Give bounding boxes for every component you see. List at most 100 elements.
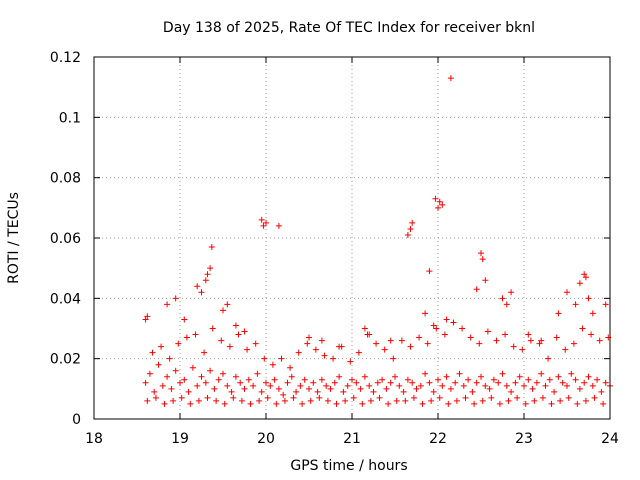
data-point <box>224 382 231 389</box>
data-point <box>521 382 527 389</box>
data-point <box>195 397 202 404</box>
data-point <box>591 394 598 401</box>
data-point <box>288 373 295 380</box>
data-point <box>499 295 506 302</box>
y-tick-label: 0.04 <box>50 291 81 307</box>
data-point <box>301 376 308 383</box>
data-point <box>536 340 543 347</box>
data-point <box>460 382 467 389</box>
data-point <box>545 355 552 362</box>
data-point <box>589 310 596 317</box>
data-point <box>353 379 360 386</box>
data-point <box>355 349 362 356</box>
data-point <box>207 265 214 272</box>
data-point <box>594 376 601 383</box>
data-point <box>602 301 609 308</box>
data-point <box>295 349 302 356</box>
data-point <box>588 331 595 338</box>
data-point <box>525 331 532 338</box>
data-point <box>392 373 398 380</box>
data-point <box>387 337 394 344</box>
data-point <box>581 271 588 278</box>
data-point <box>164 373 171 380</box>
data-point <box>576 280 583 287</box>
data-point <box>220 307 226 314</box>
data-point <box>323 382 330 389</box>
data-point <box>409 379 416 386</box>
x-tick-labels: 18 19 20 21 22 23 24 <box>85 431 619 447</box>
data-point <box>548 400 555 407</box>
data-point <box>252 340 259 347</box>
data-point <box>237 379 244 386</box>
data-point <box>422 370 429 377</box>
data-point <box>467 334 474 341</box>
data-point <box>419 400 426 407</box>
data-point <box>312 346 319 353</box>
data-point <box>598 388 605 395</box>
data-point <box>479 256 486 263</box>
data-point <box>596 337 603 344</box>
x-tick-label: 24 <box>601 431 619 447</box>
data-point <box>340 388 347 395</box>
x-tick-label: 23 <box>515 431 533 447</box>
data-point <box>432 195 439 202</box>
data-point <box>144 313 151 320</box>
x-tick-label: 19 <box>171 431 189 447</box>
data-point <box>522 400 529 407</box>
data-point <box>201 349 208 356</box>
plot-frame <box>93 56 611 420</box>
data-point <box>254 370 261 377</box>
data-point <box>402 397 409 404</box>
data-point <box>297 382 304 389</box>
data-point <box>379 376 386 383</box>
data-point <box>383 385 390 392</box>
data-point <box>373 340 380 347</box>
data-point <box>499 370 506 377</box>
data-point <box>582 274 589 281</box>
data-point <box>349 376 355 383</box>
data-point <box>441 331 448 338</box>
data-point <box>436 198 443 205</box>
data-point <box>562 346 569 353</box>
data-point <box>299 400 306 407</box>
data-point <box>211 385 218 392</box>
data-point <box>208 244 215 251</box>
data-point <box>344 382 351 389</box>
data-point <box>531 397 538 404</box>
data-point <box>417 382 424 389</box>
data-point <box>218 337 225 344</box>
data-point <box>306 385 312 392</box>
data-point <box>551 388 558 395</box>
data-point <box>555 373 562 380</box>
data-point <box>245 376 252 383</box>
data-point <box>185 388 192 395</box>
data-point <box>275 222 282 229</box>
data-point <box>484 328 491 335</box>
data-point <box>220 370 226 377</box>
data-point <box>553 334 560 341</box>
y-tick-label: 0.1 <box>59 110 81 126</box>
data-point <box>359 400 366 407</box>
data-point <box>177 379 183 386</box>
data-point <box>284 379 291 386</box>
data-point <box>565 394 572 401</box>
data-point <box>238 397 245 404</box>
data-point <box>374 379 381 386</box>
data-point <box>306 334 312 341</box>
data-point <box>366 331 373 338</box>
data-point <box>168 385 175 392</box>
data-point <box>230 394 237 401</box>
data-point <box>533 379 540 386</box>
data-point <box>194 382 201 389</box>
data-point <box>602 379 609 386</box>
data-point <box>192 331 199 338</box>
data-point <box>198 373 205 380</box>
data-point <box>452 379 459 386</box>
data-point <box>396 382 403 389</box>
data-point <box>486 385 493 392</box>
data-point <box>508 388 515 395</box>
data-point <box>519 346 526 353</box>
data-point <box>226 343 233 350</box>
y-tick-label: 0.12 <box>50 50 81 66</box>
data-point <box>456 370 463 377</box>
